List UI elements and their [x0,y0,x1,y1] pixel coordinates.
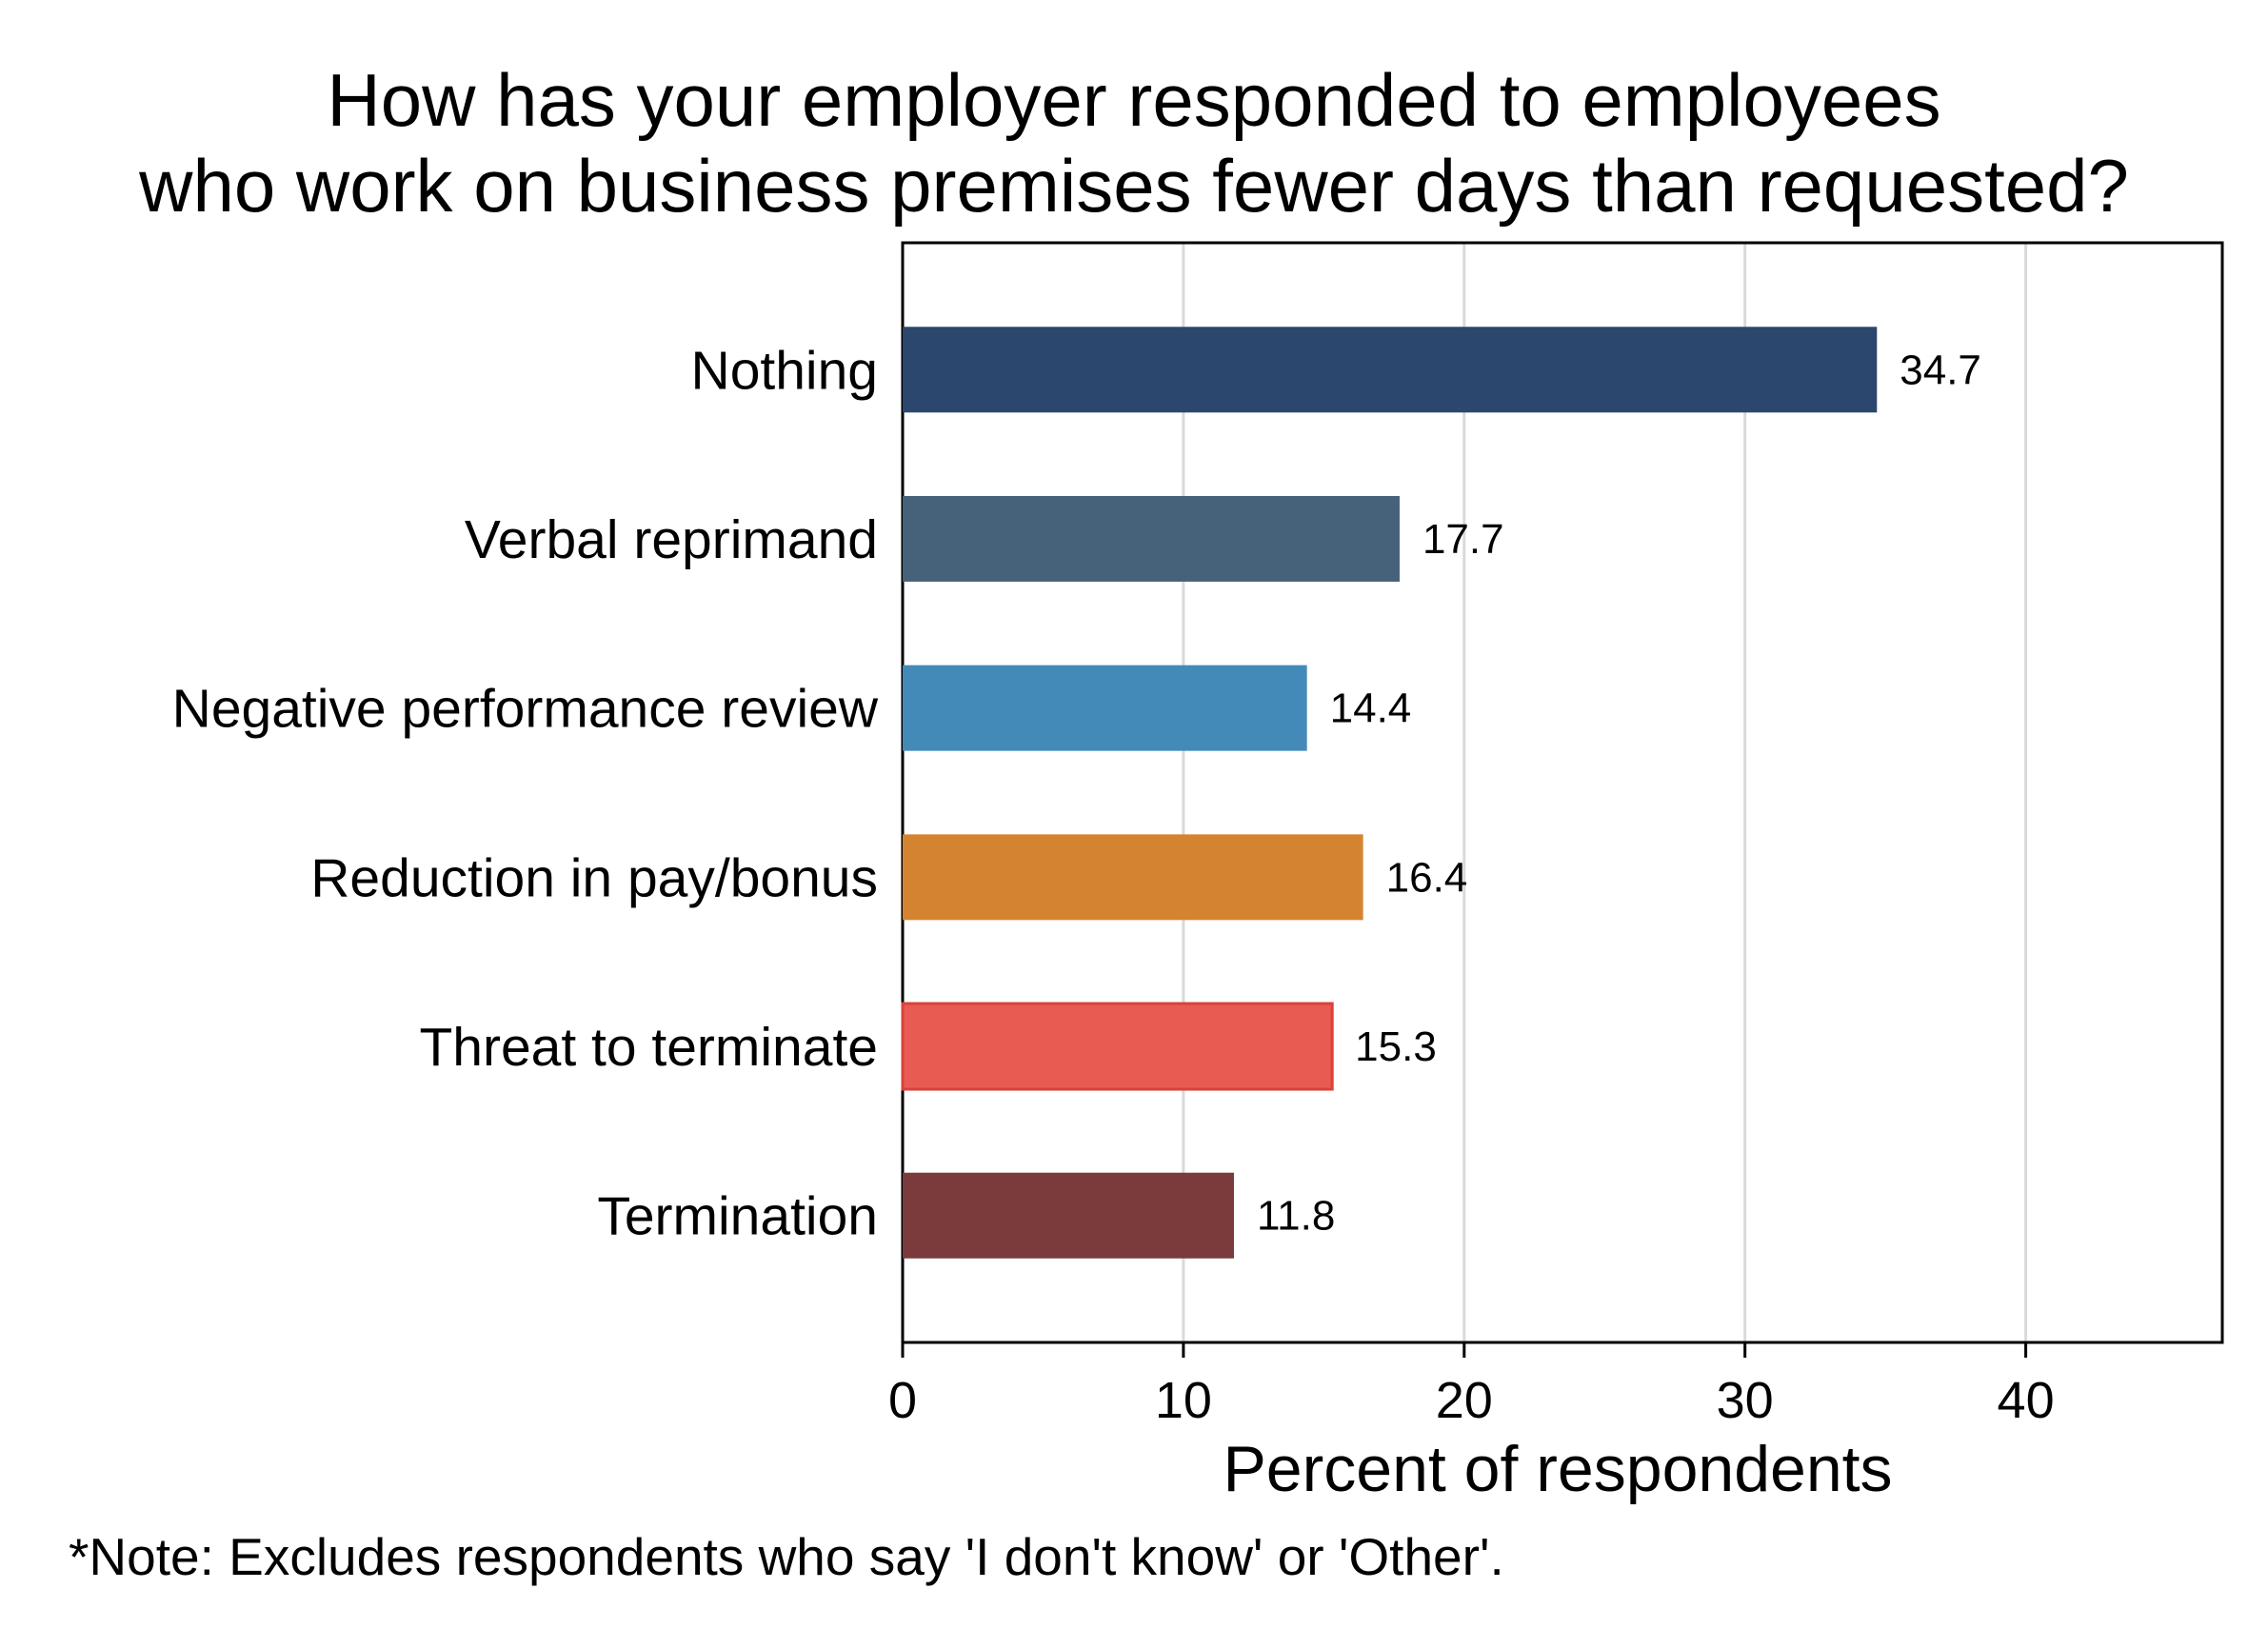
chart-title-line-2: who work on business premises fewer days… [138,144,2129,228]
chart-note: *Note: Excludes respondents who say 'I d… [69,1527,1504,1586]
category-label-5: Termination [597,1186,878,1247]
category-label-4: Threat to terminate [419,1017,878,1078]
bar-4 [901,1002,1334,1091]
gridlines [1182,243,2028,1342]
bar-0 [903,327,1878,413]
data-label-2: 14.4 [1330,685,1412,732]
x-tick-label-10: 10 [1155,1372,1212,1429]
x-tick-label-40: 40 [1998,1372,2055,1429]
x-tick-label-0: 0 [888,1372,917,1429]
chart-title-line-1: How has your employer responded to emplo… [327,58,1940,142]
category-labels: Nothing Verbal reprimand Negative performa… [172,340,879,1246]
data-label-1: 17.7 [1422,516,1504,563]
x-tick-label-30: 30 [1717,1372,1774,1429]
category-label-0: Nothing [691,340,878,401]
data-label-3: 16.4 [1386,854,1468,901]
data-label-0: 34.7 [1900,347,1981,393]
bars [901,327,1878,1259]
bar-1 [903,495,1400,582]
plot-frame [901,241,2224,1344]
value-labels: 34.7 17.7 14.4 16.4 15.3 11.8 [1257,347,1981,1239]
category-label-3: Reduction in pay/bonus [310,847,878,908]
x-axis-title: Percent of respondents [1223,1433,1892,1505]
bar-3 [903,834,1363,921]
category-label-1: Verbal reprimand [465,509,878,570]
data-label-4: 15.3 [1355,1023,1437,1070]
x-tick-label-20: 20 [1436,1372,1493,1429]
x-axis-ticks: 0 10 20 30 40 [888,1342,2055,1429]
data-label-5: 11.8 [1257,1193,1335,1240]
category-label-2: Negative performance review [172,679,879,740]
bar-2 [903,665,1307,751]
bar-5 [903,1172,1234,1259]
